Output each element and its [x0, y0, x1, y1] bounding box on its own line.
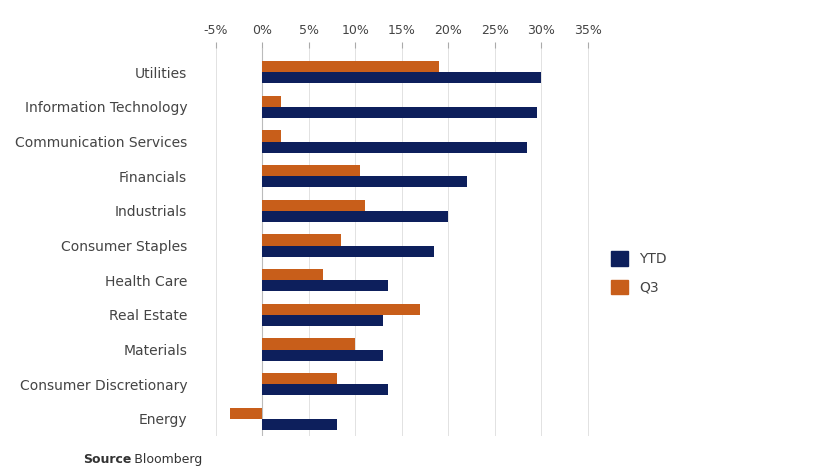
- Text: : Bloomberg: : Bloomberg: [126, 453, 203, 466]
- Bar: [262, 96, 281, 107]
- Bar: [262, 235, 341, 246]
- Bar: [262, 61, 439, 72]
- Bar: [262, 176, 467, 187]
- Bar: [262, 211, 448, 222]
- Bar: [262, 200, 364, 211]
- Bar: [262, 142, 527, 152]
- Bar: [262, 107, 537, 118]
- Bar: [262, 246, 434, 256]
- Bar: [262, 384, 388, 395]
- Bar: [262, 131, 281, 142]
- Bar: [262, 72, 541, 83]
- Bar: [262, 339, 355, 350]
- Bar: [262, 315, 383, 326]
- Bar: [230, 408, 262, 419]
- Bar: [262, 165, 360, 176]
- Legend: YTD, Q3: YTD, Q3: [604, 245, 673, 302]
- Text: Source: Source: [83, 453, 131, 466]
- Bar: [262, 350, 383, 361]
- Bar: [262, 373, 337, 384]
- Bar: [262, 419, 337, 430]
- Bar: [262, 280, 388, 291]
- Bar: [262, 269, 323, 280]
- Bar: [262, 304, 420, 315]
